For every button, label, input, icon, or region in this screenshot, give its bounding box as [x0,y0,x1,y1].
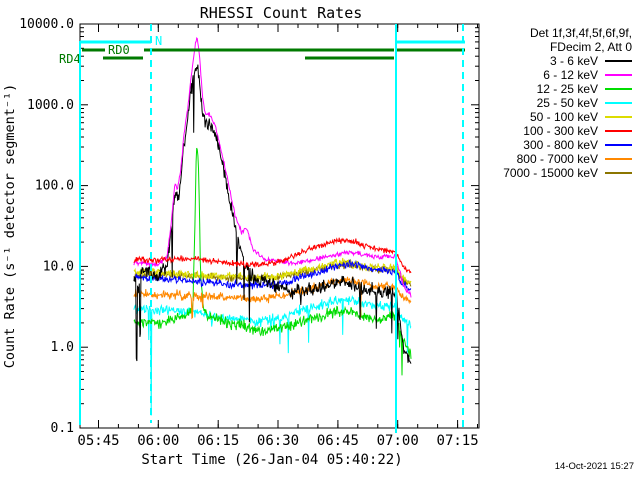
plot-creation-timestamp: 14-Oct-2021 15:27 [554,461,634,472]
legend-color-swatch [605,158,632,160]
series-3-6keV-curve [133,64,412,364]
legend-entry-label: 7000 - 15000 keV [503,166,598,180]
series-300-800keV-curve [133,258,412,292]
series-25-50keV-curve [133,295,412,416]
y-tick-label: 10000.0 [19,17,74,32]
legend-entry-label: 50 - 100 keV [529,110,598,124]
series-6-12keV-curve [133,36,412,298]
legend-color-swatch [605,130,632,132]
series-100-300keV-curve [133,237,412,274]
legend-entry-label: 100 - 300 keV [523,124,598,138]
status-bar-label: RD0 [108,43,130,57]
x-tick-label: 06:15 [197,433,239,449]
event-markers: N RD0 RD4 [59,24,465,433]
legend-color-swatch [605,88,632,90]
plot-frame [79,23,480,429]
legend-color-swatch [605,102,632,104]
y-tick-label: 100.0 [35,179,74,194]
legend-header: Det 1f,3f,4f,5f,6f,9f, [529,26,632,40]
series-50-100keV-curve [133,257,412,284]
x-tick-label: 06:30 [257,433,299,449]
x-tick-label: 07:15 [437,433,479,449]
y-tick-label: 0.1 [51,421,74,436]
legend-header: FDecim 2, Att 0 [549,40,632,54]
legend-entry: 800 - 7000 keV [492,152,632,166]
legend-entry-label: 800 - 7000 keV [516,152,598,166]
legend-entry: 25 - 50 keV [492,96,632,110]
legend-entry-label: 25 - 50 keV [536,96,598,110]
y-tick-label: 1000.0 [27,98,74,113]
legend-color-swatch [605,116,632,118]
series-12-25keV-curve [133,147,412,376]
legend-color-swatch [605,74,632,76]
y-axis-label: Count Rate (s⁻¹ detector segment⁻¹) [2,84,18,368]
legend-entry: 6 - 12 keV [492,68,632,82]
y-tick-label: 1.0 [51,340,74,355]
legend-entry-label: 12 - 25 keV [536,82,598,96]
y-tick-label: 10.0 [43,259,74,274]
x-tick-label: 06:45 [317,433,359,449]
axes-frame: 05:45 06:00 06:15 06:30 06:45 07:00 07:15 10000… [19,17,480,449]
legend-color-swatch [605,144,632,146]
series-curves [133,36,412,416]
chart-title: RHESSI Count Rates [200,4,363,22]
status-bar-label: N [155,34,162,48]
series-800-7000keV-curve [133,276,412,320]
x-axis-label: Start Time (26-Jan-04 05:40:22) [141,452,402,468]
legend-entry: 300 - 800 keV [492,138,632,152]
legend-color-swatch [605,172,632,174]
legend-entry-label: 6 - 12 keV [543,68,598,82]
legend-entry-label: 3 - 6 keV [549,54,598,68]
x-tick-label: 05:45 [77,433,119,449]
legend-color-swatch [605,60,632,62]
legend-entry: 7000 - 15000 keV [492,166,632,180]
legend-entry: 100 - 300 keV [492,124,632,138]
legend-entry: 50 - 100 keV [492,110,632,124]
legend-entry: 12 - 25 keV [492,82,632,96]
legend-entry-label: 300 - 800 keV [523,138,598,152]
x-tick-label: 06:00 [137,433,179,449]
legend-entry: 3 - 6 keV [492,54,632,68]
x-tick-label: 07:00 [377,433,419,449]
status-bar-label: RD4 [59,52,81,66]
